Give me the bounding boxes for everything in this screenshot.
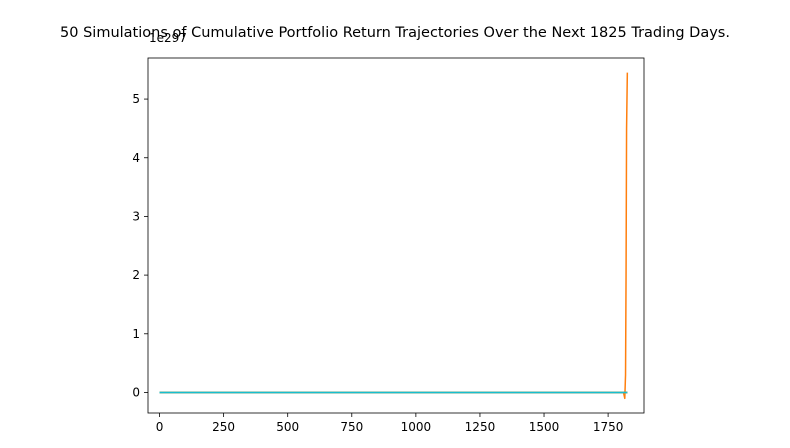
x-tick-label: 250 — [212, 420, 235, 434]
x-tick-label: 500 — [276, 420, 299, 434]
axes: 0 250 500 750 1000 1250 1500 1750 0 1 2 3 4 5 — [132, 57, 645, 434]
y-tick-label: 5 — [132, 92, 140, 106]
x-tick-label: 1750 — [593, 420, 624, 434]
plot-frame — [147, 57, 645, 414]
x-tick-label: 1500 — [529, 420, 560, 434]
y-tick-label: 4 — [132, 151, 140, 165]
y-tick-label: 2 — [132, 268, 140, 282]
y-tick-label: 0 — [132, 385, 140, 399]
plot-lines — [159, 72, 629, 400]
chart-title: 50 Simulations of Cumulative Portfolio R… — [60, 25, 730, 41]
x-tick-label: 0 — [156, 420, 164, 434]
y-tick-label: 3 — [132, 209, 140, 223]
y-offset-label: 1e297 — [149, 31, 187, 45]
x-tick-label: 1250 — [465, 420, 496, 434]
x-tick-label: 750 — [340, 420, 363, 434]
y-tick-label: 1 — [132, 327, 140, 341]
series-line-0 — [159, 72, 629, 400]
x-tick-label: 1000 — [401, 420, 432, 434]
